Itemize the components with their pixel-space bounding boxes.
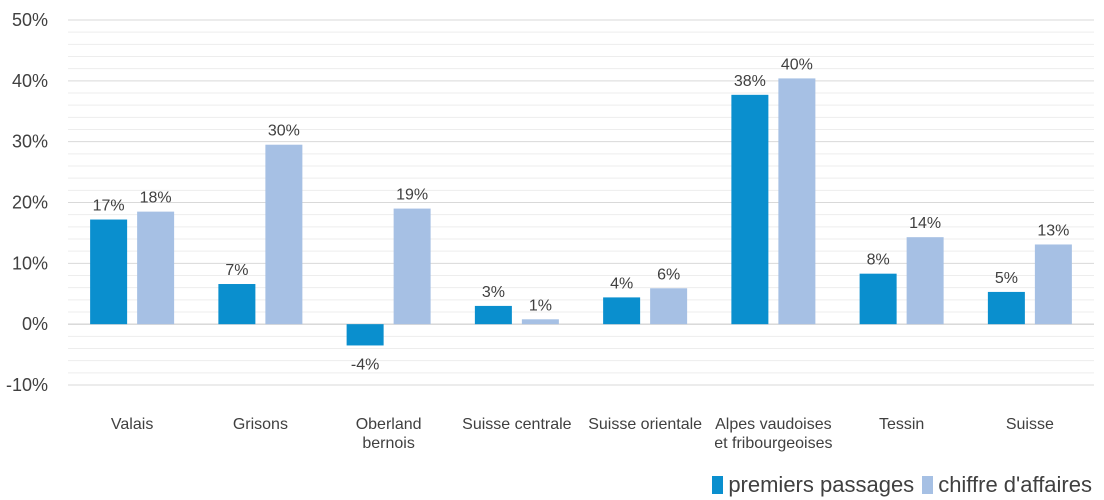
data-label-series-1: 17% xyxy=(93,198,125,215)
x-category-label: Grisons xyxy=(233,416,288,433)
bars xyxy=(90,78,1072,346)
legend-item-series-2: chiffre d'affaires xyxy=(922,472,1092,498)
y-tick-label: 0% xyxy=(22,314,48,334)
y-tick-label: 20% xyxy=(12,193,48,213)
data-label-series-1: 4% xyxy=(610,275,633,292)
bar-series-2 xyxy=(778,78,816,325)
bar-series-2 xyxy=(137,211,175,325)
bar-series-1 xyxy=(218,284,256,325)
data-label-series-1: -4% xyxy=(351,356,379,373)
bar-series-1 xyxy=(859,273,897,325)
data-label-series-2: 1% xyxy=(529,297,552,314)
legend: premiers passages chiffre d'affaires xyxy=(704,472,1092,498)
data-label-series-1: 3% xyxy=(482,284,505,301)
bar-series-2 xyxy=(521,319,559,325)
data-label-series-2: 14% xyxy=(909,215,941,232)
data-label-series-2: 40% xyxy=(781,56,813,73)
x-category-label: Suisse orientale xyxy=(588,416,702,433)
y-tick-label: 10% xyxy=(12,253,48,273)
x-category-label: bernois xyxy=(362,435,414,452)
legend-label-series-2: chiffre d'affaires xyxy=(938,472,1092,497)
data-label-series-2: 13% xyxy=(1037,222,1069,239)
x-category-label: et fribourgeoises xyxy=(714,435,832,452)
data-label-series-1: 38% xyxy=(734,73,766,90)
bar-series-1 xyxy=(346,324,384,346)
legend-item-series-1: premiers passages xyxy=(712,472,914,498)
bar-series-1 xyxy=(731,94,769,325)
legend-swatch-series-1 xyxy=(712,476,724,494)
bar-series-1 xyxy=(474,305,512,325)
bar-series-2 xyxy=(1034,244,1072,325)
x-category-label: Alpes vaudoises xyxy=(715,416,832,433)
bar-series-2 xyxy=(265,144,303,325)
y-axis: -10% 0% 10% 20% 30% 40% 50% xyxy=(6,10,48,395)
data-label-series-2: 19% xyxy=(396,187,428,204)
x-axis-categories: Valais Grisons Oberland bernois Suisse centr… xyxy=(111,416,1054,452)
bar-series-1 xyxy=(90,219,128,325)
x-category-label: Oberland xyxy=(356,416,422,433)
data-label-series-1: 5% xyxy=(995,270,1018,287)
y-tick-label: -10% xyxy=(6,375,48,395)
x-category-label: Valais xyxy=(111,416,153,433)
bar-series-2 xyxy=(906,237,944,325)
y-tick-label: 30% xyxy=(12,132,48,152)
data-label-series-2: 18% xyxy=(140,190,172,207)
data-label-series-1: 7% xyxy=(225,262,248,279)
bar-series-2 xyxy=(650,288,688,325)
x-category-label: Suisse xyxy=(1006,416,1054,433)
x-category-label: Suisse centrale xyxy=(462,416,571,433)
y-tick-label: 50% xyxy=(12,10,48,30)
data-label-series-1: 8% xyxy=(867,252,890,269)
x-category-label: Tessin xyxy=(879,416,924,433)
bar-series-1 xyxy=(603,297,641,325)
data-label-series-2: 30% xyxy=(268,123,300,140)
bar-series-1 xyxy=(987,291,1025,325)
legend-label-series-1: premiers passages xyxy=(728,472,915,497)
y-tick-label: 40% xyxy=(12,71,48,91)
legend-swatch-series-2 xyxy=(922,476,934,494)
bar-series-2 xyxy=(393,208,431,325)
grid-lines xyxy=(68,19,1094,386)
data-labels: 17% 18% 7% 30% -4% 19% 3% 1% 4% 6% 38% 40% 8% 14% 5% 13… xyxy=(93,56,1070,373)
data-label-series-2: 6% xyxy=(657,266,680,283)
